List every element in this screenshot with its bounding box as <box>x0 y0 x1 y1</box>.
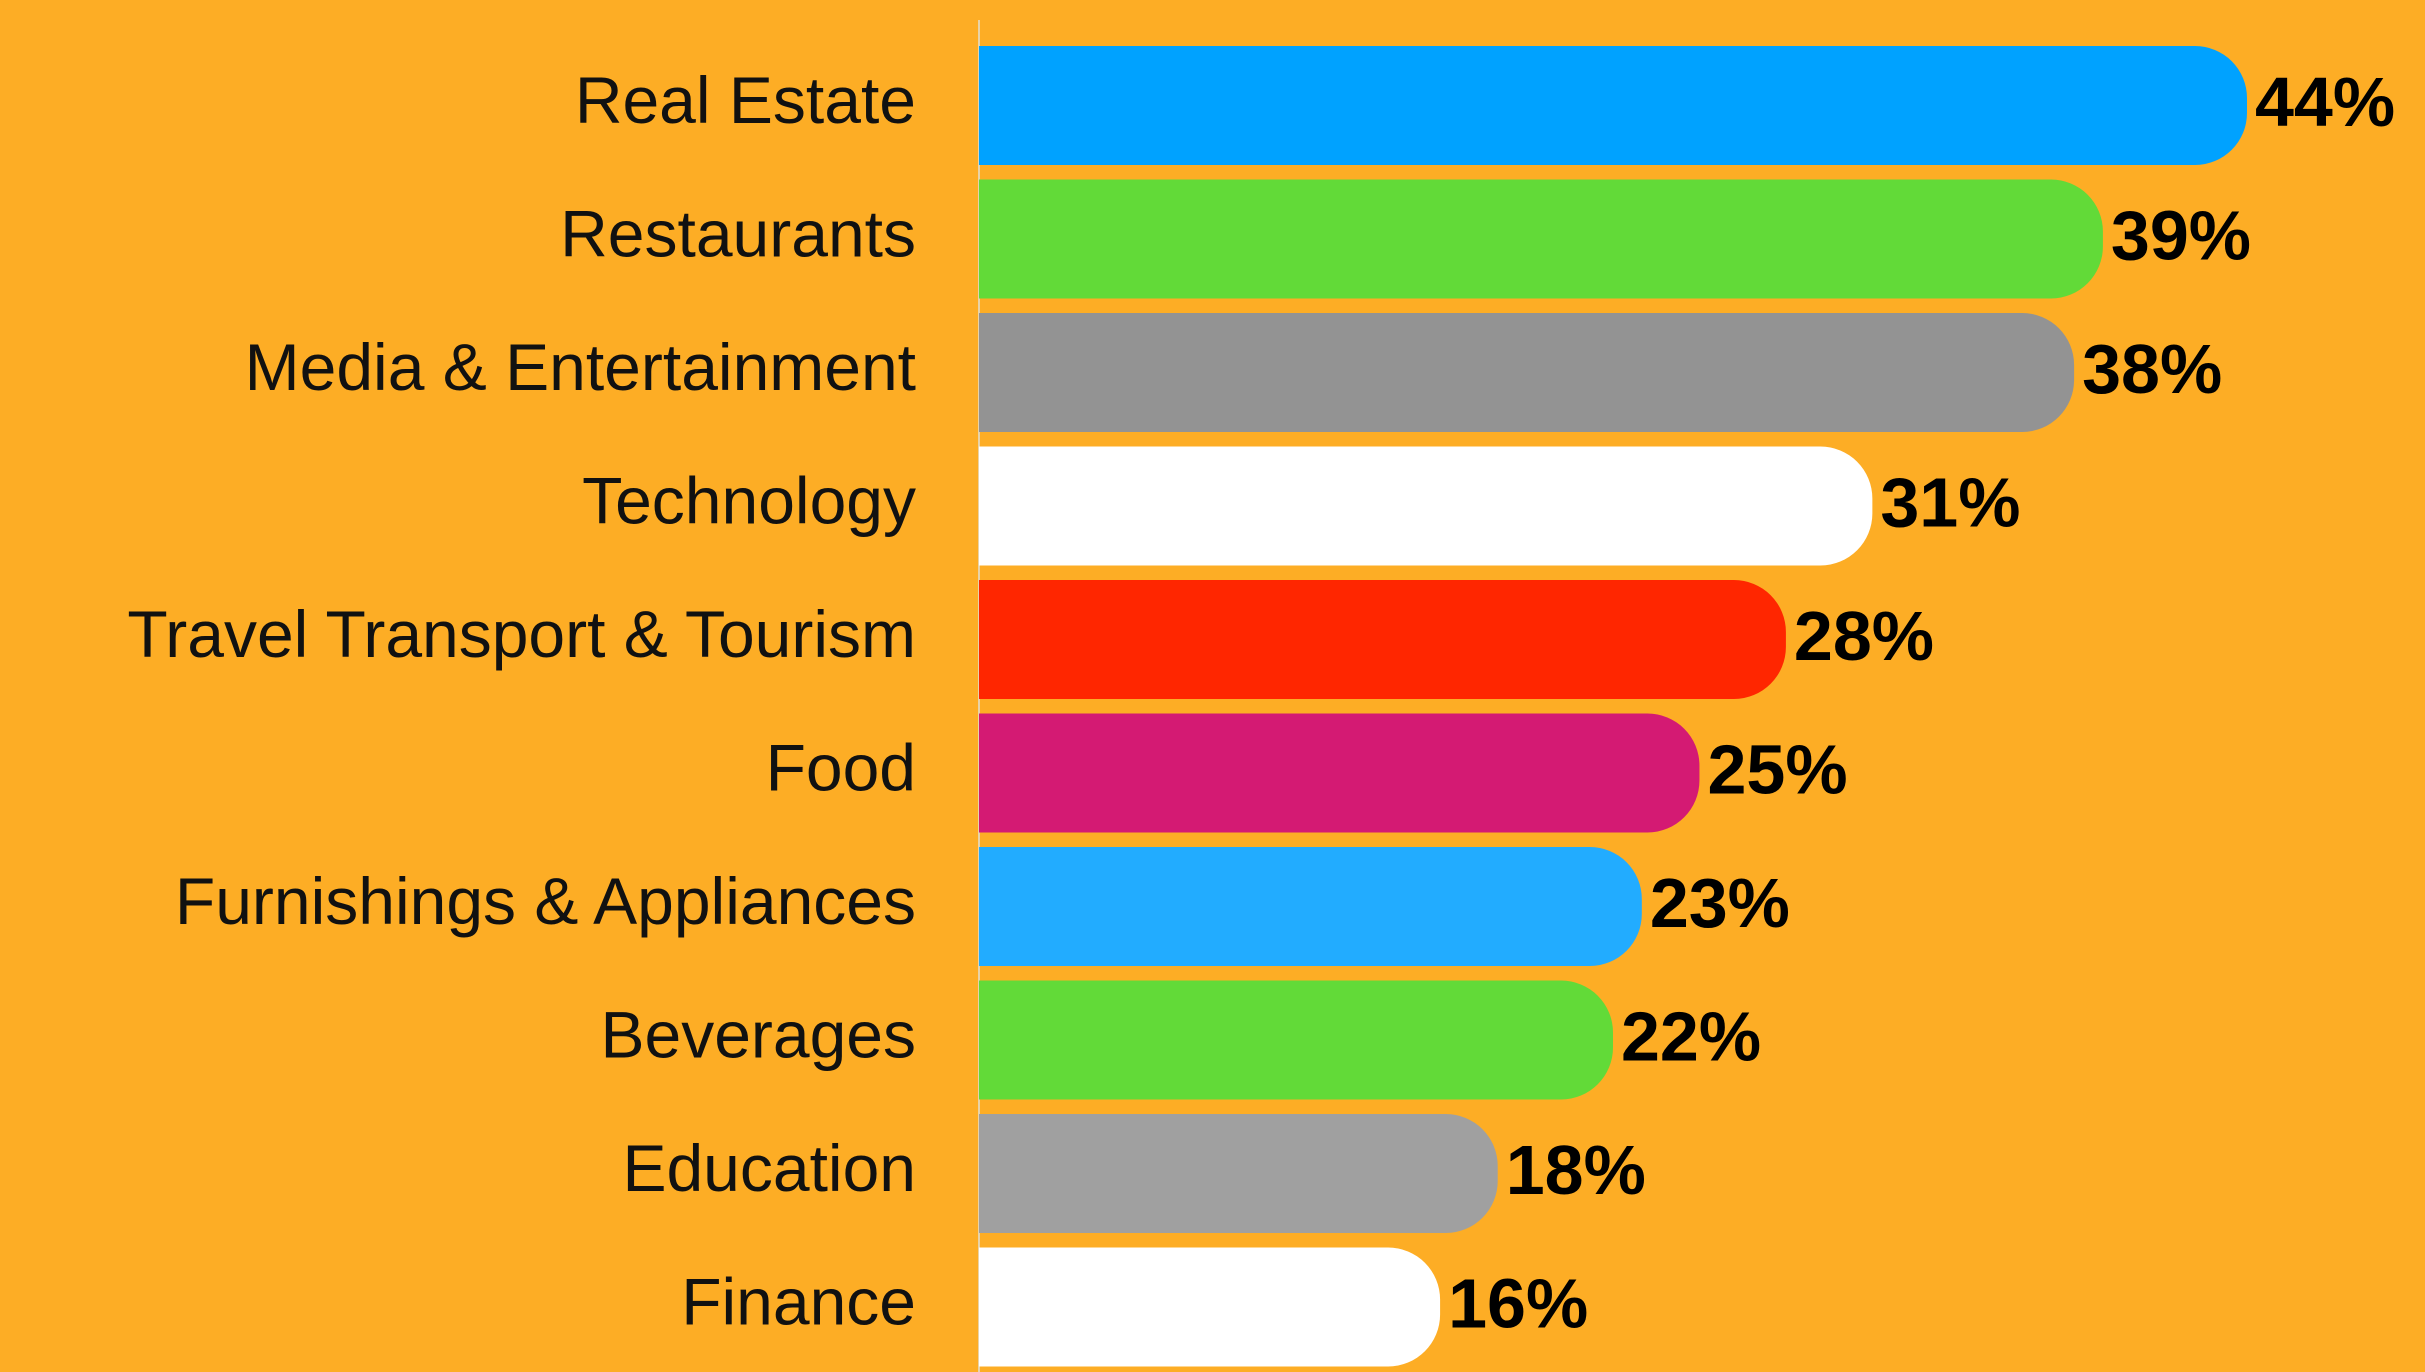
bar <box>979 1247 1441 1367</box>
value-label: 22% <box>1621 997 1761 1075</box>
category-label: Finance <box>681 1264 916 1338</box>
category-label: Beverages <box>600 997 916 1071</box>
category-label: Technology <box>582 463 916 537</box>
value-label: 38% <box>2082 330 2222 408</box>
category-label: Food <box>766 730 916 804</box>
bar <box>979 847 1642 966</box>
bar <box>979 580 1786 699</box>
value-label: 31% <box>1880 463 2020 541</box>
value-label: 39% <box>2111 196 2251 274</box>
value-label: 16% <box>1448 1264 1588 1342</box>
value-label: 18% <box>1506 1131 1646 1209</box>
bar <box>979 179 2103 299</box>
value-label: 44% <box>2255 63 2395 141</box>
category-label: Media & Entertainment <box>245 330 916 404</box>
value-label: 23% <box>1650 864 1790 942</box>
bar <box>979 446 1873 566</box>
bar <box>979 980 1613 1100</box>
bar <box>979 713 1700 833</box>
value-label: 25% <box>1707 730 1847 808</box>
bar <box>979 313 2075 432</box>
bar <box>979 1114 1498 1233</box>
category-label: Travel Transport & Tourism <box>127 597 916 671</box>
bar <box>979 46 2247 165</box>
value-label: 28% <box>1794 597 1934 675</box>
category-label: Real Estate <box>575 63 916 137</box>
category-label: Restaurants <box>560 196 916 270</box>
category-label: Furnishings & Appliances <box>175 864 916 938</box>
category-label: Education <box>622 1131 916 1205</box>
